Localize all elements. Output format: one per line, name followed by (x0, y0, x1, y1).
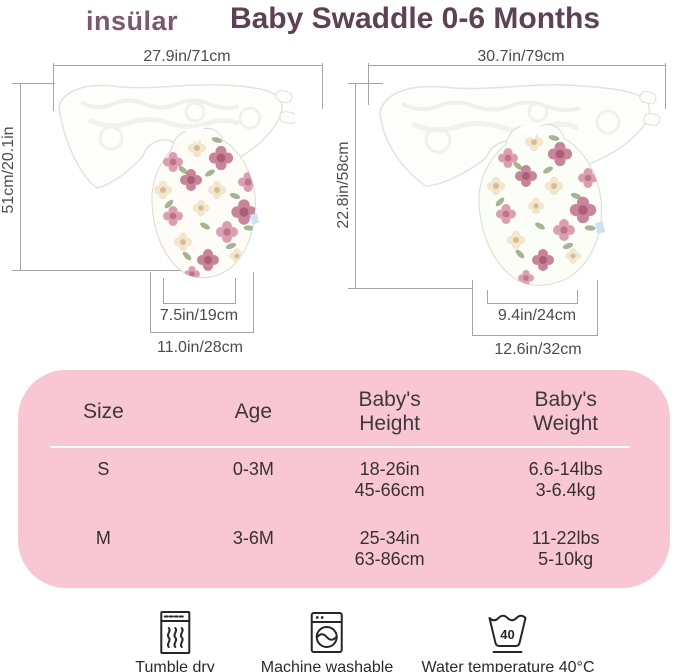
size-chart-panel: Size Age Baby's Height Baby's Weight S 0… (18, 370, 670, 588)
water-temperature-value: 40 (501, 627, 515, 642)
dimension-line (53, 65, 322, 66)
cell-age: 0-3M (232, 459, 274, 479)
dimension-line (322, 63, 323, 109)
dimension-line (577, 290, 578, 303)
care-item-tumble-dry: Tumble dry (135, 610, 215, 672)
care-label: Tumble dry (135, 659, 215, 672)
cell-size: S (97, 459, 110, 479)
header-divider (50, 446, 630, 448)
care-item-machine-washable: Machine washable (260, 610, 394, 672)
column-header-age: Age (234, 400, 273, 423)
dimension-line (597, 280, 598, 335)
cell-weight-kg: 5-10kg (538, 549, 594, 569)
swaddle-diagram-size-m: 30.7in/79cm 22.8in/58cm 9.4in/24cm 12.6i… (335, 48, 679, 366)
column-header-height: Baby's Height (358, 388, 421, 435)
swaddle-diagram-size-s: 27.9in/71cm 51cm/20.1in 7.5in/19cm 11.0i… (0, 48, 340, 366)
dimension-label-inner-width: 7.5in/19cm (159, 307, 239, 324)
dimension-line (150, 272, 151, 332)
dimension-line (355, 83, 356, 288)
column-header-size: Size (82, 400, 124, 423)
swaddle-illustration-size-m (379, 83, 661, 286)
dimension-line (12, 270, 220, 271)
dimension-line (472, 335, 598, 336)
dimension-line (368, 65, 665, 66)
dimension-label-bottom-width: 11.0in/28cm (157, 339, 243, 356)
dimension-line (163, 303, 236, 304)
dimension-line (253, 272, 254, 332)
dimension-label-side-height: 22.8in/58cm (335, 141, 352, 229)
dimension-line (487, 290, 488, 303)
dimension-line (163, 278, 164, 303)
cell-size: M (95, 528, 111, 548)
dimension-label-bottom-width: 12.6in/32cm (494, 341, 582, 358)
care-label: Machine washable (260, 659, 394, 672)
dimension-line (368, 63, 369, 105)
dimension-label-top-width: 30.7in/79cm (477, 48, 565, 65)
dimension-line (487, 303, 578, 304)
cell-height-cm: 63-86cm (354, 549, 425, 569)
care-item-water-temperature: 40 Water temperature 40°C (421, 610, 595, 672)
cell-height-cm: 45-66cm (354, 480, 425, 500)
cell-age: 3-6M (232, 528, 274, 548)
cell-height-in: 18-26in (359, 459, 420, 479)
dimension-line (348, 83, 383, 84)
brand-logo: insülar (86, 6, 179, 36)
size-chart-header-row: Size Age Baby's Height Baby's Weight (18, 386, 670, 438)
cell-weight-lbs: 6.6-14lbs (528, 459, 603, 479)
column-header-weight: Baby's Weight (533, 388, 599, 435)
cell-weight-kg: 3-6.4kg (535, 480, 596, 500)
table-row-size-m: M 3-6M 25-34in 63-86cm 11-22lbs 5-10kg (18, 517, 670, 581)
dimension-line (12, 83, 55, 84)
swaddle-illustration-size-s (58, 83, 295, 279)
dimension-line (53, 63, 54, 111)
table-row-size-s: S 0-3M 18-26in 45-66cm 6.6-14lbs 3-6.4kg (18, 448, 670, 512)
dimension-line (20, 83, 21, 270)
machine-washable-icon (311, 612, 343, 653)
dimension-line (150, 332, 254, 333)
cell-weight-lbs: 11-22lbs (531, 528, 600, 548)
dimension-line (472, 280, 473, 335)
dimension-line (235, 278, 236, 303)
water-temperature-icon: 40 (488, 614, 527, 653)
cell-height-in: 25-34in (359, 528, 420, 548)
dimension-line (665, 63, 666, 109)
dimension-label-top-width: 27.9in/71cm (143, 48, 231, 65)
tumble-dry-icon (160, 611, 190, 654)
dimension-label-inner-width: 9.4in/24cm (497, 307, 577, 324)
page-title: Baby Swaddle 0-6 Months (229, 2, 601, 35)
care-label: Water temperature 40°C (421, 659, 595, 672)
dimension-line (348, 288, 473, 289)
dimension-label-side-height: 51cm/20.1in (0, 126, 17, 214)
